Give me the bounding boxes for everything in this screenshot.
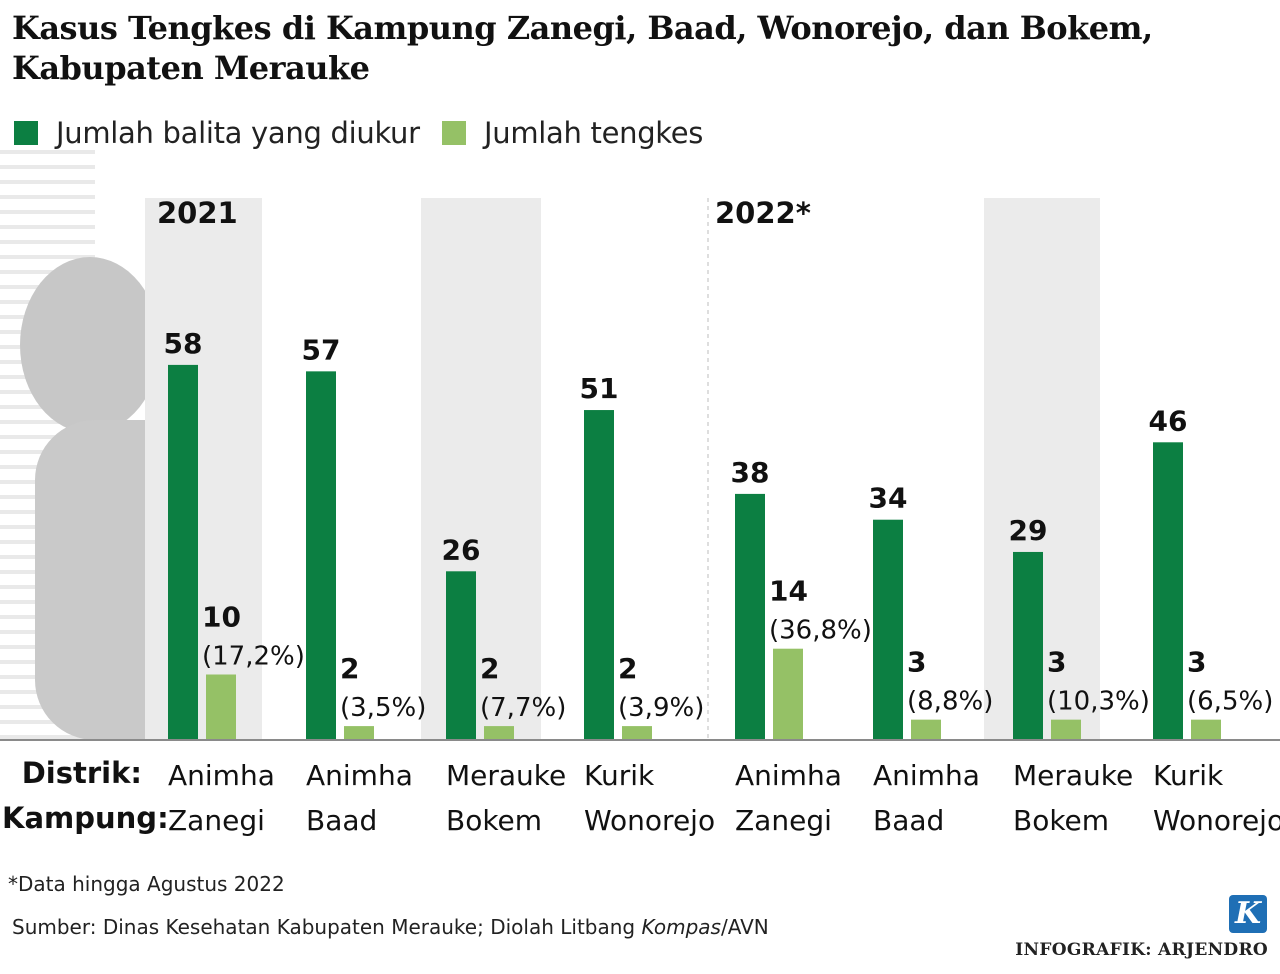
decor-stripe [0,270,95,274]
legend-item-measured: Jumlah balita yang diukur [14,116,420,150]
bar-stunting-6 [1051,719,1081,739]
label-percent-6: (10,3%) [1047,687,1150,717]
legend-swatch-light-green [442,121,466,145]
decor-stripe [0,420,95,424]
category-distrik-6: Merauke [1013,759,1133,792]
label-percent-4: (36,8%) [769,616,872,646]
source-suffix: /AVN [720,915,769,939]
category-kampung-7: Wonorejo [1153,804,1280,837]
child-silhouette-head [20,257,160,433]
bar-measured-3 [584,410,614,739]
decor-stripe [0,720,95,724]
label-measured-7: 46 [1149,404,1188,437]
chart-title: Kasus Tengkes di Kampung Zanegi, Baad, W… [12,9,1153,87]
category-kampung-1: Baad [306,804,377,837]
bar-stunting-1 [344,726,374,739]
legend-label-stunting: Jumlah tengkes [484,116,704,150]
label-stunting-4: 14 [769,575,808,608]
source-prefix: Sumber: Dinas Kesehatan Kabupaten Merauk… [12,915,642,939]
label-measured-1: 57 [302,333,341,366]
label-percent-5: (8,8%) [907,687,993,717]
decor-stripe [0,150,95,154]
label-measured-4: 38 [731,456,770,489]
bar-measured-1 [306,371,336,739]
year-label-2022: 2022* [715,196,811,230]
decor-stripe [0,195,95,199]
row-label-kampung: Kampung: [2,801,169,835]
decor-stripe [0,165,95,169]
legend-swatch-dark-green [14,121,38,145]
label-stunting-0: 10 [202,601,241,634]
source-italic: Kompas [641,915,721,939]
bar-stunting-3 [622,726,652,739]
bar-measured-2 [446,571,476,739]
decor-stripe [0,435,95,439]
label-percent-3: (3,9%) [618,693,704,723]
kompas-logo: K [1229,895,1267,933]
credit: INFOGRAFIK: ARJENDRO [1015,940,1268,960]
decor-stripe [0,255,95,259]
label-measured-5: 34 [869,482,908,515]
bar-stunting-2 [484,726,514,739]
legend-label-measured: Jumlah balita yang diukur [56,116,420,150]
label-measured-0: 58 [164,327,203,360]
category-kampung-3: Wonorejo [584,804,715,837]
bar-stunting-4 [773,648,803,739]
bar-stunting-0 [206,674,236,739]
category-kampung-5: Baad [873,804,944,837]
label-percent-7: (6,5%) [1187,687,1273,717]
decor-stripe [0,180,95,184]
bar-measured-5 [873,519,903,739]
bar-measured-6 [1013,551,1043,739]
bar-stunting-5 [911,719,941,739]
label-stunting-3: 2 [618,652,637,685]
category-distrik-7: Kurik [1153,759,1224,792]
category-kampung-0: Zanegi [168,804,265,837]
category-distrik-4: Animha [735,759,842,792]
label-stunting-1: 2 [340,652,359,685]
category-distrik-1: Animha [306,759,413,792]
bar-measured-0 [168,364,198,739]
category-kampung-6: Bokem [1013,804,1109,837]
decor-stripe [0,735,95,739]
label-percent-1: (3,5%) [340,693,426,723]
label-measured-6: 29 [1009,514,1048,547]
label-percent-2: (7,7%) [480,693,566,723]
legend-item-stunting: Jumlah tengkes [442,116,703,150]
decor-stripe [0,225,95,229]
footnote: *Data hingga Agustus 2022 [8,872,285,896]
category-kampung-2: Bokem [446,804,542,837]
category-distrik-5: Animha [873,759,980,792]
label-percent-0: (17,2%) [202,642,305,672]
label-measured-3: 51 [580,372,619,405]
year-label-2021: 2021 [157,196,238,230]
bar-measured-4 [735,493,765,739]
label-stunting-7: 3 [1187,646,1206,679]
row-label-distrik: Distrik: [21,756,142,790]
label-stunting-5: 3 [907,646,926,679]
bar-stunting-7 [1191,719,1221,739]
bar-measured-7 [1153,442,1183,739]
background-band-1 [421,198,541,739]
category-distrik-2: Merauke [446,759,566,792]
category-distrik-3: Kurik [584,759,655,792]
label-stunting-6: 3 [1047,646,1066,679]
source-note: Sumber: Dinas Kesehatan Kabupaten Merauk… [12,915,769,939]
background-band-0 [145,198,262,739]
decor-stripe [0,210,95,214]
category-kampung-4: Zanegi [735,804,832,837]
label-measured-2: 26 [442,533,481,566]
decor-stripe [0,240,95,244]
label-stunting-2: 2 [480,652,499,685]
category-distrik-0: Animha [168,759,275,792]
